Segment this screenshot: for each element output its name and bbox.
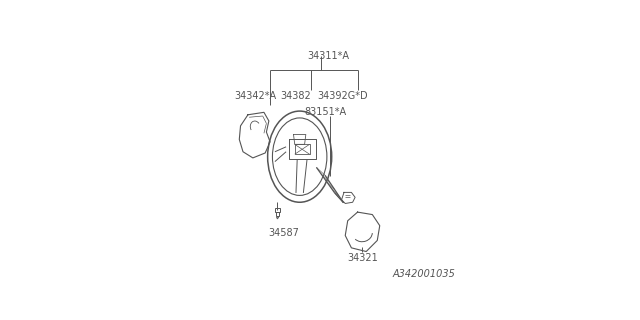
Text: 83151*A: 83151*A [305,107,347,117]
Text: 34382: 34382 [280,91,311,101]
Text: A342001035: A342001035 [393,269,456,279]
Text: 34321: 34321 [347,253,378,263]
Text: 34392G*D: 34392G*D [317,91,368,101]
Text: 34587: 34587 [268,228,299,238]
Bar [276,212,279,216]
Text: 34342*A: 34342*A [234,91,276,101]
Bar [275,208,280,212]
Text: 34311*A: 34311*A [307,51,349,61]
